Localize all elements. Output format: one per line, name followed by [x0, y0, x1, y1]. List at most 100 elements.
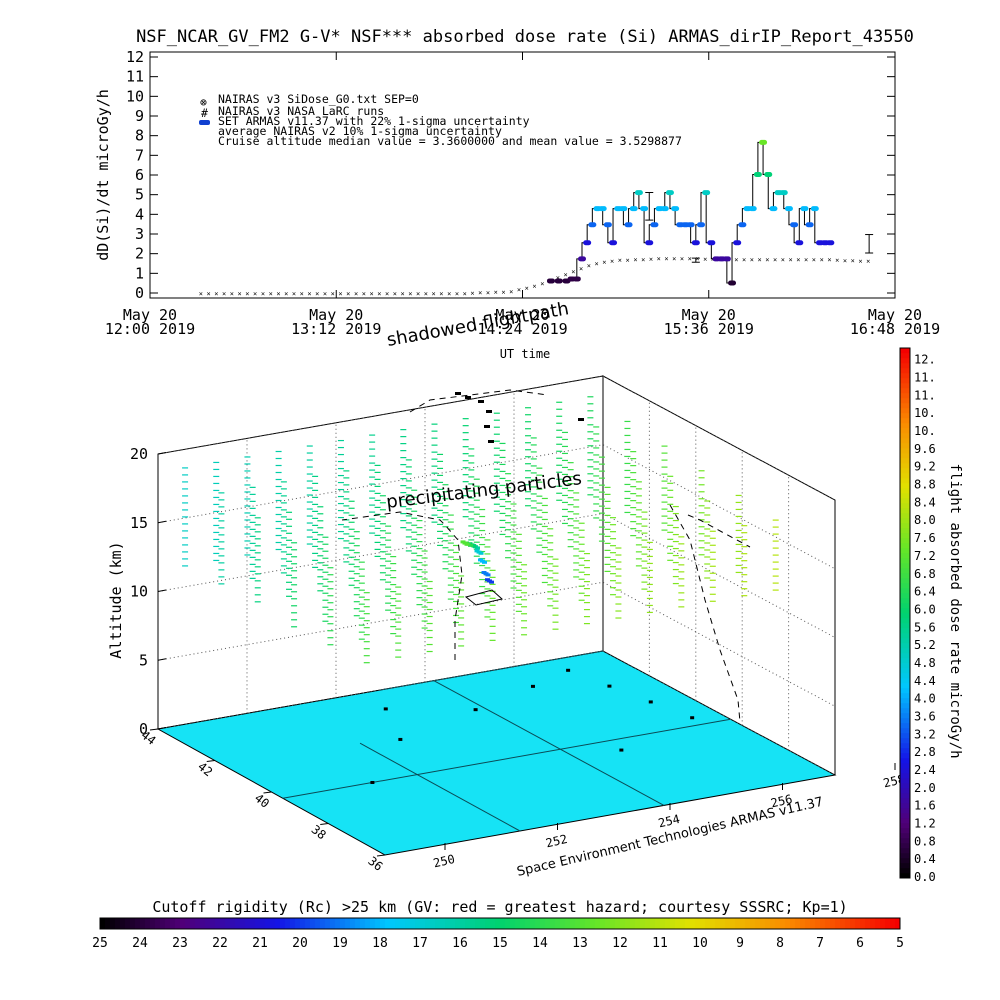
dose-colorbar-swatch [900, 373, 910, 379]
rigidity-colorbar-swatch [370, 918, 376, 929]
dose-colorbar-swatch [900, 873, 910, 879]
dose-colorbar-swatch [900, 473, 910, 479]
altitude-tick-label: 15 [130, 514, 148, 532]
rigidity-colorbar-swatch [560, 918, 566, 929]
rigidity-colorbar-swatch [565, 918, 571, 929]
aircraft-marker [464, 589, 504, 606]
dose-colorbar-swatch [900, 498, 910, 504]
lat-tick-mark [376, 854, 386, 857]
flight-dose-point [468, 543, 473, 547]
ground-mark [690, 716, 695, 720]
nairas-point: × [253, 290, 257, 298]
rigidity-colorbar-swatch [575, 918, 581, 929]
rigidity-colorbar-swatch [410, 918, 416, 929]
rigidity-colorbar-swatch [535, 918, 541, 929]
flight-path-shadow-top [409, 389, 549, 413]
dose-colorbar-swatch [900, 833, 910, 839]
dose-colorbar-frame [899, 347, 911, 879]
armas-point [702, 190, 711, 196]
nairas-point: × [214, 290, 218, 298]
legend-entry: average NAIRAS v2 10% 1-sigma uncertaint… [218, 124, 502, 138]
top-y-tick-label: 1 [135, 264, 144, 282]
rigidity-colorbar-swatch [260, 918, 266, 929]
armas-point [826, 240, 835, 246]
dose-colorbar-tick: 11. [914, 388, 936, 402]
rigidity-colorbar-swatch [850, 918, 856, 929]
rigidity-colorbar-swatch [770, 918, 776, 929]
rigidity-colorbar-swatch [805, 918, 811, 929]
armas-point [598, 206, 607, 212]
nairas-point: × [781, 256, 785, 264]
rigidity-colorbar-swatch [310, 918, 316, 929]
dose-colorbar-swatch [900, 418, 910, 424]
nairas-point: × [323, 290, 327, 298]
dose-colorbar-swatch [900, 468, 910, 474]
armas-point [748, 206, 757, 212]
armas-step-line [762, 142, 769, 176]
dose-colorbar-swatch [900, 508, 910, 514]
dose-colorbar-tick: 5.2 [914, 638, 936, 652]
dose-colorbar-swatch [900, 583, 910, 589]
rigidity-colorbar-swatch [360, 918, 366, 929]
rigidity-colorbar-swatch [710, 918, 716, 929]
rigidity-colorbar-swatch [820, 918, 826, 929]
rigidity-colorbar-swatch [855, 918, 861, 929]
rigidity-colorbar-swatch [470, 918, 476, 929]
figure-title: NSF_NCAR_GV_FM2 G-V* NSF*** absorbed dos… [136, 27, 914, 47]
dose-colorbar-tick: 6.0 [914, 602, 936, 616]
armas-point [805, 222, 814, 228]
dose-colorbar-swatch [900, 363, 910, 369]
rigidity-colorbar-swatch [350, 918, 356, 929]
top-y-axis-label: dD(Si)/dt microGy/h [94, 89, 112, 261]
armas-step-line [700, 192, 707, 225]
rigidity-colorbar-swatch [685, 918, 691, 929]
dose-colorbar-swatch [900, 748, 910, 754]
rigidity-colorbar-swatch [815, 918, 821, 929]
nairas-point: × [765, 256, 769, 264]
rigidity-colorbar-swatch [205, 918, 211, 929]
dose-colorbar-swatch [900, 458, 910, 464]
lat-tick-label: 42 [195, 759, 215, 779]
nairas-point: × [587, 262, 591, 270]
armas-point [624, 222, 633, 228]
rigidity-colorbar-tick: 25 [92, 936, 108, 951]
nairas-point: × [401, 290, 405, 298]
armas-point [728, 280, 737, 286]
altitude-axis-label: Altitude (km) [107, 541, 125, 658]
armas-point [629, 206, 638, 212]
rigidity-colorbar-swatch [845, 918, 851, 929]
dose-colorbar-swatch [900, 573, 910, 579]
rigidity-colorbar-swatch [755, 918, 761, 929]
armas-point [640, 206, 649, 212]
armas-step-line [695, 224, 701, 243]
armas-step-line [705, 192, 712, 244]
rigidity-colorbar-tick: 20 [292, 936, 308, 951]
dose-colorbar-swatch [900, 653, 910, 659]
rigidity-colorbar-swatch [190, 918, 196, 929]
dose-colorbar-swatch [900, 543, 910, 549]
dose-colorbar-swatch [900, 378, 910, 384]
dose-colorbar-tick: 4.4 [914, 674, 936, 688]
nairas-point: × [734, 256, 738, 264]
nairas-point: × [532, 283, 536, 291]
nairas-point: × [478, 289, 482, 297]
armas-point [603, 222, 612, 228]
rigidity-colorbar-swatch [225, 918, 231, 929]
nairas-point: × [432, 290, 436, 298]
dose-colorbar-swatch [900, 413, 910, 419]
armas-point [790, 222, 799, 228]
nairas-point: × [447, 290, 451, 298]
flight-dose-point [482, 560, 487, 564]
rigidity-colorbar-swatch [450, 918, 456, 929]
rigidity-colorbar-swatch [330, 918, 336, 929]
ground-mark [473, 708, 478, 712]
rigidity-colorbar-gradient [100, 918, 901, 929]
rigidity-colorbar-swatch [125, 918, 131, 929]
rigidity-colorbar-swatch [290, 918, 296, 929]
rigidity-colorbar-swatch [420, 918, 426, 929]
nairas-point: × [284, 290, 288, 298]
dose-colorbar-swatch [900, 528, 910, 534]
rigidity-colorbar-swatch [145, 918, 151, 929]
